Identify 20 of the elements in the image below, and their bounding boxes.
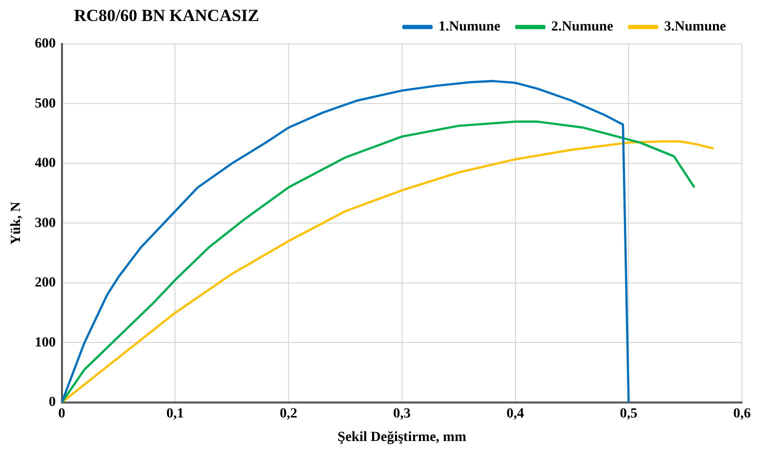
y-tick-label: 200 <box>34 276 56 291</box>
legend-label: 2.Numune <box>551 20 614 35</box>
x-axis-title: Şekil Değiştirme, mm <box>338 430 467 446</box>
y-tick-label: 100 <box>34 335 56 350</box>
x-tick-label: 0,3 <box>393 406 411 422</box>
chart-title: RC80/60 BN KANCASIZ <box>74 6 260 26</box>
y-tick-label: 0 <box>48 395 56 410</box>
legend-label: 1.Numune <box>438 20 500 35</box>
y-tick-label: 400 <box>34 156 56 172</box>
x-tick-label: 0,6 <box>733 406 751 422</box>
y-tick-label: 300 <box>34 216 56 231</box>
x-tick-label: 0 <box>58 406 66 422</box>
y-axis-title: Yük, N <box>9 202 24 245</box>
x-tick-label: 0,5 <box>620 406 638 422</box>
y-tick-label: 500 <box>34 96 56 112</box>
legend-label: 3.Numune <box>664 20 726 35</box>
y-tick-label: 600 <box>34 36 56 52</box>
x-tick-label: 0,2 <box>280 406 298 422</box>
x-tick-label: 0,4 <box>506 406 524 422</box>
x-tick-label: 0,1 <box>166 406 184 422</box>
